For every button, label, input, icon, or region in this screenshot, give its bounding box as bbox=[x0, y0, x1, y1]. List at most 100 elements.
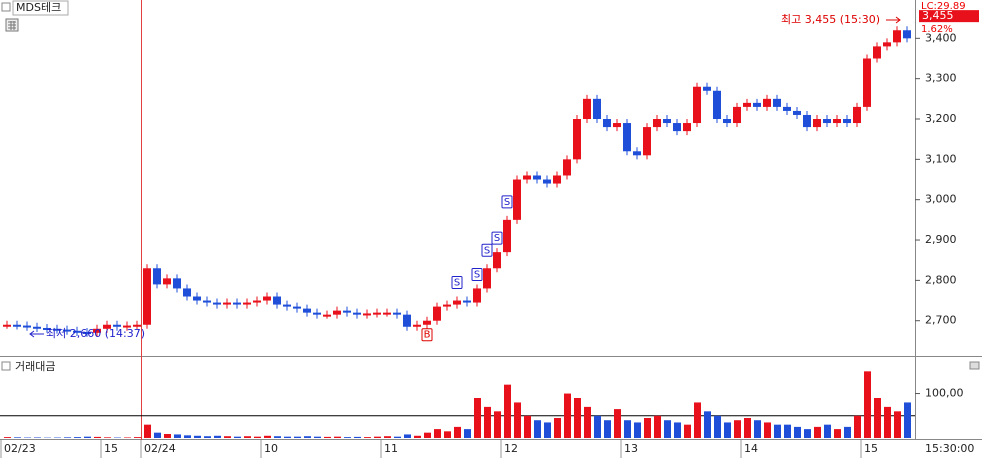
y-tick-label: 3,000 bbox=[925, 193, 957, 206]
table-icon-lines bbox=[8, 21, 16, 30]
volume-bar bbox=[234, 436, 241, 438]
volume-bar bbox=[844, 426, 851, 438]
candle-body bbox=[523, 175, 531, 180]
volume-bar bbox=[524, 415, 531, 438]
candle-body bbox=[713, 90, 721, 120]
x-tick-label: 11 bbox=[384, 442, 398, 455]
volume-bar bbox=[64, 437, 71, 438]
candle-body bbox=[463, 300, 471, 303]
signal-label: S bbox=[454, 278, 460, 289]
candle-body bbox=[353, 312, 361, 315]
volume-bar bbox=[544, 422, 551, 438]
stock-title: MDS테크 bbox=[16, 1, 61, 14]
high-arrow bbox=[886, 16, 901, 24]
candle-body bbox=[453, 300, 461, 305]
volume-bar bbox=[874, 398, 881, 438]
volume-bar bbox=[734, 420, 741, 438]
current-value-box bbox=[919, 10, 979, 23]
volume-bar bbox=[264, 435, 271, 438]
x-tick-label: 02/23 bbox=[4, 442, 36, 455]
percent-label: 1.62% bbox=[921, 24, 953, 35]
volume-bar bbox=[384, 436, 391, 438]
volume-bar bbox=[584, 406, 591, 438]
candle-body bbox=[423, 320, 431, 325]
candle-body bbox=[43, 327, 51, 330]
signal-marker bbox=[491, 231, 503, 245]
candle-body bbox=[703, 86, 711, 91]
current-value-label: 3,455 bbox=[922, 9, 954, 22]
candle-body bbox=[73, 330, 81, 333]
candle-body bbox=[843, 119, 851, 124]
candle-body bbox=[343, 310, 351, 313]
signal-label: S bbox=[474, 269, 480, 280]
candle-body bbox=[583, 98, 591, 120]
signal-marker bbox=[481, 243, 493, 257]
candle-body bbox=[593, 98, 601, 120]
candle-body bbox=[533, 175, 541, 180]
candle-body bbox=[873, 46, 881, 59]
volume-bar bbox=[204, 436, 211, 438]
candle-body bbox=[383, 312, 391, 315]
volume-bar bbox=[214, 435, 221, 438]
title-box[interactable] bbox=[12, 0, 69, 16]
volume-bar bbox=[474, 398, 481, 438]
signal-marker bbox=[421, 328, 433, 342]
panel-icon[interactable] bbox=[1, 361, 11, 371]
candle-body bbox=[893, 30, 901, 43]
candle-body bbox=[193, 296, 201, 301]
volume-bar bbox=[4, 437, 11, 438]
volume-bar bbox=[604, 420, 611, 438]
x-tick-label: 13 bbox=[624, 442, 638, 455]
candle-body bbox=[693, 86, 701, 124]
candle-body bbox=[23, 325, 31, 328]
high-label: 최고 3,455 (15:30) bbox=[781, 13, 880, 26]
volume-bar bbox=[434, 429, 441, 438]
candle-body bbox=[283, 304, 291, 307]
panel-button[interactable] bbox=[969, 361, 980, 370]
x-tick-label: 10 bbox=[264, 442, 278, 455]
volume-bar bbox=[304, 436, 311, 438]
candle-body bbox=[203, 300, 211, 303]
y-tick-label: 2,900 bbox=[925, 233, 957, 246]
volume-bar bbox=[74, 437, 81, 438]
volume-bar bbox=[484, 406, 491, 438]
candle-body bbox=[103, 324, 111, 329]
candle-body bbox=[473, 288, 481, 303]
candle-body bbox=[833, 119, 841, 124]
x-end-label: 15:30:00 bbox=[925, 442, 974, 455]
volume-bar bbox=[824, 424, 831, 438]
volume-bar bbox=[514, 402, 521, 438]
x-tick-label: 15 bbox=[864, 442, 878, 455]
volume-bar bbox=[134, 437, 141, 438]
volume-bar bbox=[344, 437, 351, 438]
volume-bar bbox=[814, 426, 821, 438]
panel-icon[interactable] bbox=[1, 2, 11, 12]
volume-bar bbox=[314, 436, 321, 438]
volume-bar bbox=[364, 437, 371, 438]
signal-label: S bbox=[484, 245, 490, 256]
signal-marker bbox=[471, 267, 483, 281]
volume-bar bbox=[194, 435, 201, 438]
volume-bar bbox=[804, 429, 811, 438]
volume-bar bbox=[174, 434, 181, 438]
volume-bar bbox=[624, 420, 631, 438]
candle-body bbox=[683, 123, 691, 132]
volume-bar bbox=[724, 422, 731, 438]
candle-body bbox=[163, 278, 171, 285]
candle-body bbox=[363, 313, 371, 316]
y-tick-label: 2,800 bbox=[925, 273, 957, 286]
candle-body bbox=[753, 102, 761, 107]
y-tick-label: 100,00 bbox=[925, 387, 964, 400]
volume-bar bbox=[124, 437, 131, 438]
volume-bar bbox=[864, 371, 871, 438]
volume-title: 거래대금 bbox=[15, 360, 55, 373]
volume-bar bbox=[784, 424, 791, 438]
candle-body bbox=[543, 179, 551, 184]
candle-body bbox=[323, 314, 331, 317]
volume-bar bbox=[644, 418, 651, 438]
candle-body bbox=[53, 328, 61, 331]
volume-bar bbox=[884, 406, 891, 438]
candle-body bbox=[33, 326, 41, 329]
volume-bar bbox=[494, 411, 501, 438]
